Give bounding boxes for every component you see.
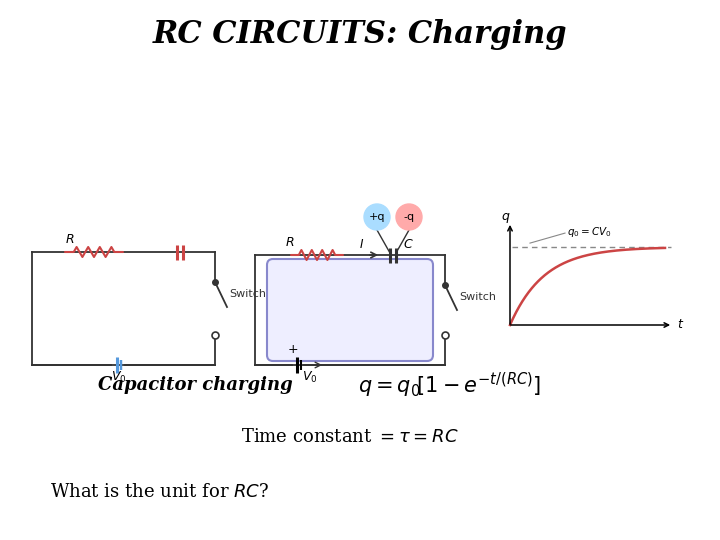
Text: $V_0$: $V_0$: [302, 370, 318, 385]
Circle shape: [396, 204, 422, 230]
Text: t: t: [677, 319, 682, 332]
Text: $V_0$: $V_0$: [111, 370, 127, 385]
Text: I: I: [359, 238, 363, 251]
FancyBboxPatch shape: [267, 259, 433, 361]
Text: What is the unit for $RC$?: What is the unit for $RC$?: [50, 483, 269, 501]
Text: +: +: [288, 343, 298, 356]
Text: R: R: [66, 233, 74, 246]
Text: Time constant $= \tau = RC$: Time constant $= \tau = RC$: [241, 428, 459, 446]
Circle shape: [364, 204, 390, 230]
Text: q: q: [501, 210, 509, 223]
Text: R: R: [286, 236, 294, 249]
Text: $q_0 = CV_0$: $q_0 = CV_0$: [567, 225, 612, 239]
Text: +q: +q: [369, 212, 385, 222]
Text: Switch: Switch: [459, 292, 496, 302]
Text: $q = q_0\!\left[1 - e^{-t/(RC)}\right]$: $q = q_0\!\left[1 - e^{-t/(RC)}\right]$: [359, 370, 541, 400]
Text: C: C: [403, 238, 412, 251]
Text: Capacitor charging: Capacitor charging: [98, 376, 292, 394]
Text: -q: -q: [403, 212, 415, 222]
Text: RC CIRCUITS: Charging: RC CIRCUITS: Charging: [153, 19, 567, 51]
Text: Switch: Switch: [229, 289, 266, 299]
